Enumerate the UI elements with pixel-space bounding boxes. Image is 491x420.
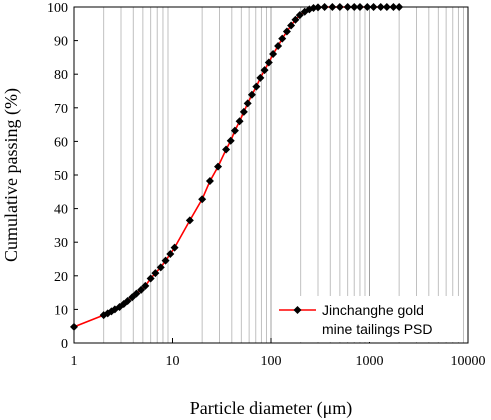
data-point-marker <box>185 216 194 225</box>
data-point-marker <box>295 11 304 20</box>
data-point-marker <box>235 117 244 126</box>
x-tick-label: 10000 <box>451 354 486 369</box>
data-point-marker <box>269 50 278 59</box>
data-point-marker <box>264 58 273 67</box>
data-point-marker <box>156 263 165 272</box>
y-tick-label: 30 <box>54 236 68 251</box>
data-point-marker <box>363 3 372 11</box>
data-point-marker <box>151 269 160 278</box>
data-point-marker <box>205 177 214 186</box>
data-point-marker <box>70 322 78 331</box>
data-point-marker <box>198 195 207 204</box>
data-point-marker <box>287 21 296 30</box>
y-tick-label: 10 <box>54 303 68 318</box>
x-tick-label: 100 <box>261 354 282 369</box>
data-point-marker <box>389 3 398 11</box>
data-point-marker <box>137 285 146 294</box>
data-point-marker <box>395 3 404 11</box>
data-point-marker <box>320 3 329 11</box>
data-point-marker <box>376 3 385 11</box>
data-point-marker <box>222 145 231 154</box>
legend: Jinchanghe gold mine tailings PSD <box>272 296 462 342</box>
x-axis: 1 10 100 1000 10000 <box>71 338 486 369</box>
data-point-marker <box>328 3 337 11</box>
data-point-marker <box>343 3 352 11</box>
legend-label-line2: mine tailings PSD <box>322 321 433 337</box>
data-point-marker <box>141 281 150 290</box>
psd-series-line <box>73 6 400 328</box>
legend-label-line1: Jinchanghe gold <box>322 302 424 318</box>
data-point-marker <box>282 27 291 36</box>
x-tick-label: 1 <box>71 354 78 369</box>
data-point-marker <box>170 243 179 252</box>
y-axis: 0 10 20 30 40 50 60 70 80 90 100 <box>47 1 78 352</box>
legend-box <box>272 296 462 342</box>
data-point-marker <box>256 73 265 82</box>
x-axis-title: Particle diameter (μm) <box>190 398 353 419</box>
data-point-marker <box>382 3 391 11</box>
y-tick-label: 90 <box>54 35 68 50</box>
data-point-marker <box>247 90 256 99</box>
data-point-marker <box>291 15 300 24</box>
data-point-marker <box>226 136 235 145</box>
x-tick-label: 1000 <box>356 354 384 369</box>
x-tick-label: 10 <box>166 354 180 369</box>
data-point-marker <box>146 274 155 283</box>
data-point-marker <box>260 66 269 75</box>
y-tick-label: 40 <box>54 203 68 218</box>
data-point-marker <box>161 256 170 265</box>
y-tick-label: 0 <box>61 337 68 352</box>
legend-marker-swatch <box>293 306 302 314</box>
data-point-marker <box>132 289 141 298</box>
data-point-marker <box>278 34 287 43</box>
data-point-marker <box>214 162 223 171</box>
data-point-marker <box>350 3 359 11</box>
y-tick-label: 100 <box>47 1 68 16</box>
y-tick-label: 70 <box>54 102 68 117</box>
data-point-marker <box>313 3 322 12</box>
y-tick-label: 20 <box>54 270 68 285</box>
data-point-marker <box>239 107 248 116</box>
data-point-marker <box>252 82 261 91</box>
y-axis-title: Cumulative passing (%) <box>1 88 22 262</box>
data-point-marker <box>335 3 344 11</box>
data-point-marker <box>369 3 378 11</box>
y-tick-label: 80 <box>54 68 68 83</box>
data-point-marker <box>274 41 283 50</box>
data-point-marker <box>230 126 239 135</box>
gridlines <box>103 7 464 343</box>
y-tick-label: 60 <box>54 135 68 150</box>
y-tick-label: 50 <box>54 169 68 184</box>
psd-series-markers <box>70 3 404 331</box>
data-point-marker <box>166 249 175 258</box>
data-point-marker <box>355 3 364 11</box>
data-point-marker <box>123 297 132 305</box>
data-point-marker <box>243 99 252 108</box>
